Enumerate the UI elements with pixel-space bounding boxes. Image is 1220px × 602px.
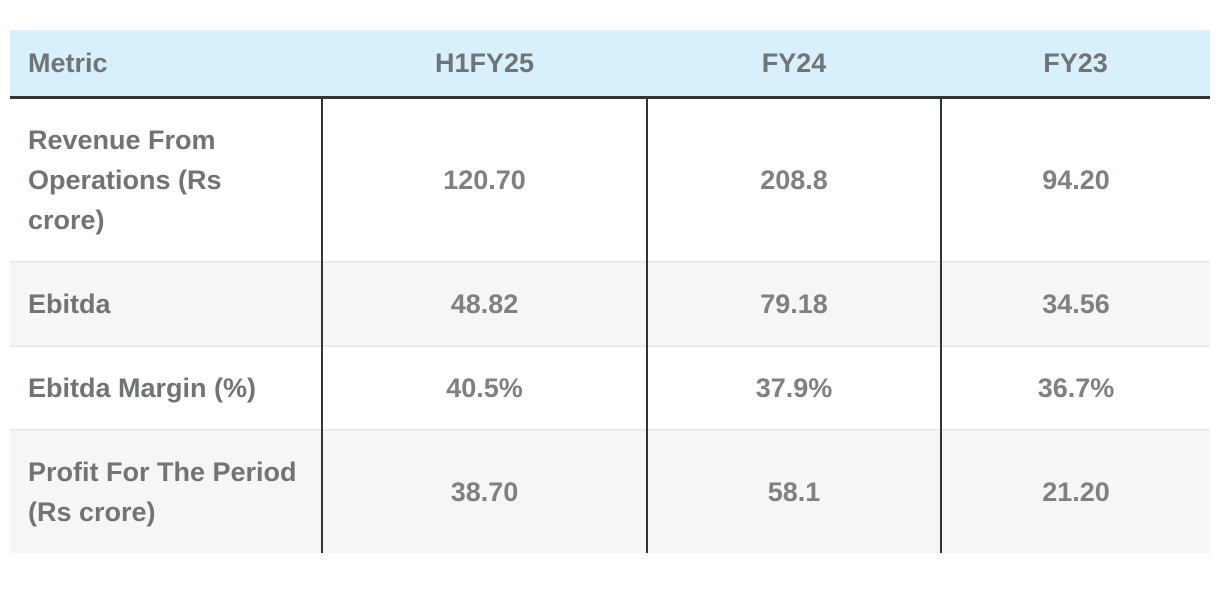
financial-metrics-table: Metric H1FY25 FY24 FY23 Revenue From Ope… <box>10 30 1210 553</box>
metric-value: 48.82 <box>321 262 647 346</box>
table-row: Ebitda Margin (%) 40.5% 37.9% 36.7% <box>10 346 1210 430</box>
table-body: Revenue From Operations (Rs crore) 120.70… <box>10 97 1210 553</box>
metric-value: 37.9% <box>646 346 941 430</box>
metric-value: 120.70 <box>321 97 647 262</box>
metric-value: 58.1 <box>646 430 941 553</box>
column-header-metric: Metric <box>10 30 322 99</box>
metric-value: 208.8 <box>646 97 941 262</box>
metric-value: 40.5% <box>321 346 647 430</box>
metric-label: Profit For The Period (Rs crore) <box>28 457 297 527</box>
page: Metric H1FY25 FY24 FY23 Revenue From Ope… <box>10 30 1210 553</box>
metric-value: 34.56 <box>940 262 1210 346</box>
metric-value: 79.18 <box>646 262 941 346</box>
column-header-fy24: FY24 <box>647 30 941 99</box>
table-row: Revenue From Operations (Rs crore) 120.70… <box>10 97 1210 262</box>
table-row: Profit For The Period (Rs crore) 38.70 58.… <box>10 430 1210 553</box>
column-header-h1fy25: H1FY25 <box>322 30 647 99</box>
metric-label: Revenue From Operations (Rs crore) <box>28 125 222 235</box>
metric-value: 94.20 <box>940 97 1210 262</box>
metric-value: 21.20 <box>940 430 1210 553</box>
metric-value: 36.7% <box>940 346 1210 430</box>
metric-label: Ebitda Margin (%) <box>28 373 256 403</box>
table-header-row: Metric H1FY25 FY24 FY23 <box>10 30 1210 99</box>
metric-label: Ebitda <box>28 289 111 319</box>
column-header-fy23: FY23 <box>941 30 1210 99</box>
table-row: Ebitda 48.82 79.18 34.56 <box>10 262 1210 346</box>
metric-value: 38.70 <box>321 430 647 553</box>
